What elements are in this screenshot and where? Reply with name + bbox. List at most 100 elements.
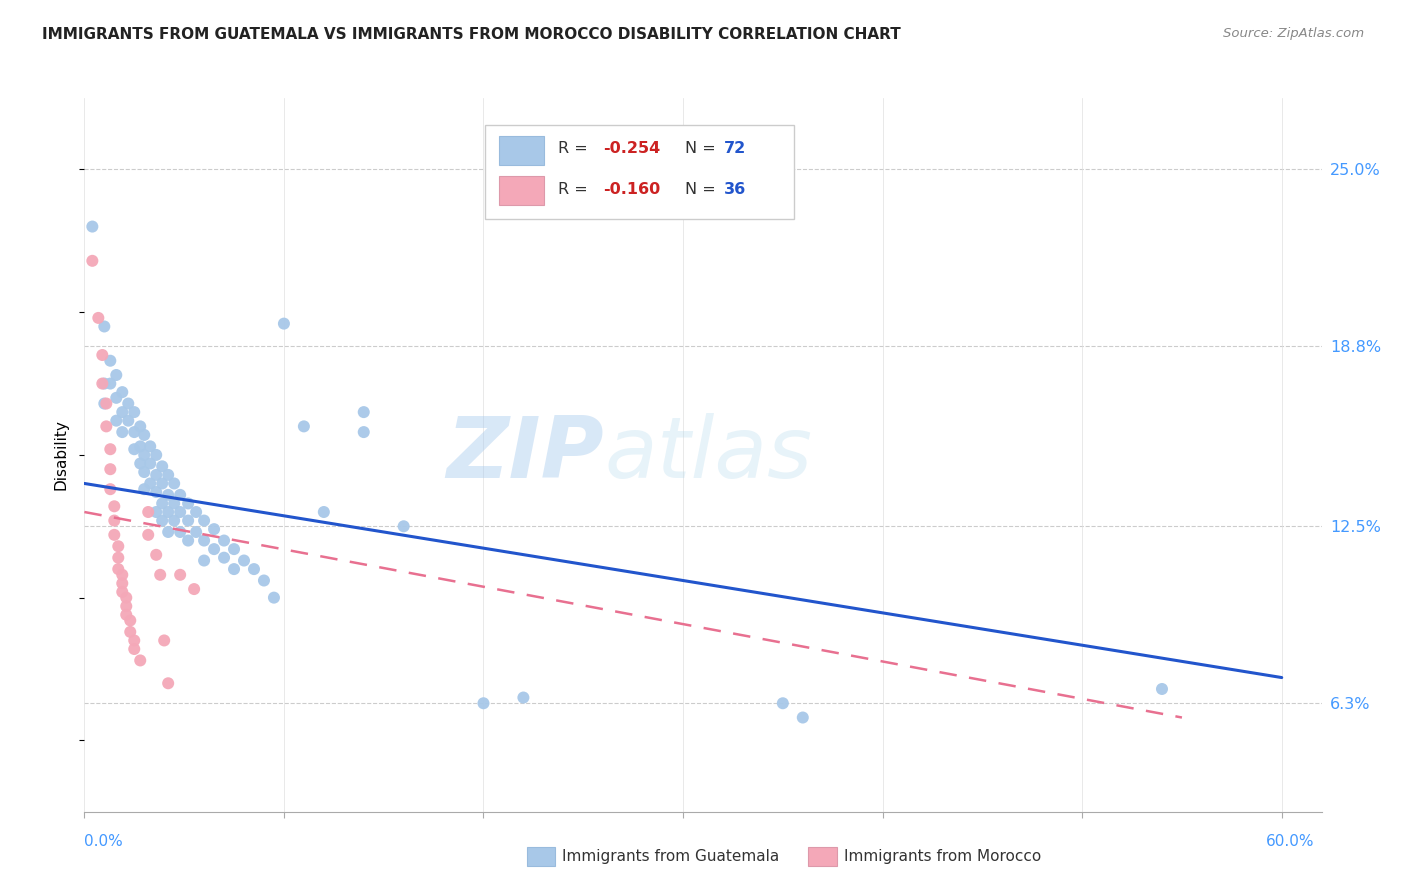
- Point: [122, 442, 145, 457]
- Point: [145, 448, 167, 462]
- Point: [111, 425, 134, 439]
- Point: [115, 599, 138, 614]
- Point: [91, 376, 114, 391]
- Text: -0.254: -0.254: [603, 142, 661, 156]
- Point: [150, 459, 173, 474]
- Point: [129, 439, 152, 453]
- Point: [98, 482, 121, 496]
- Point: [193, 533, 215, 548]
- Point: [111, 567, 134, 582]
- Point: [243, 562, 266, 576]
- Point: [96, 419, 118, 434]
- Text: Source: ZipAtlas.com: Source: ZipAtlas.com: [1223, 27, 1364, 40]
- Point: [193, 514, 215, 528]
- Point: [145, 505, 167, 519]
- Point: [98, 442, 121, 457]
- Point: [169, 524, 191, 539]
- Point: [122, 405, 145, 419]
- Point: [222, 542, 245, 557]
- Point: [134, 428, 156, 442]
- Point: [153, 633, 176, 648]
- Point: [136, 505, 159, 519]
- Text: -0.160: -0.160: [603, 183, 661, 197]
- Point: [163, 476, 186, 491]
- Point: [177, 514, 200, 528]
- Point: [103, 514, 125, 528]
- Point: [103, 500, 125, 514]
- Point: [120, 614, 142, 628]
- Text: 0.0%: 0.0%: [84, 834, 124, 849]
- Point: [212, 533, 235, 548]
- Point: [263, 591, 285, 605]
- Point: [96, 396, 118, 410]
- Point: [87, 310, 110, 325]
- Point: [169, 488, 191, 502]
- Point: [177, 496, 200, 510]
- Point: [134, 482, 156, 496]
- Point: [105, 414, 128, 428]
- Point: [93, 319, 115, 334]
- Point: [169, 505, 191, 519]
- Text: 36: 36: [724, 183, 747, 197]
- Text: N =: N =: [685, 183, 721, 197]
- Point: [184, 505, 207, 519]
- Point: [129, 419, 152, 434]
- Point: [233, 553, 256, 567]
- Point: [107, 562, 129, 576]
- Text: 60.0%: 60.0%: [1267, 834, 1315, 849]
- Point: [139, 476, 162, 491]
- Point: [222, 562, 245, 576]
- Point: [150, 476, 173, 491]
- Point: [292, 419, 315, 434]
- Point: [111, 405, 134, 419]
- Point: [122, 633, 145, 648]
- Point: [163, 514, 186, 528]
- Point: [115, 591, 138, 605]
- Point: [93, 376, 115, 391]
- Point: [177, 533, 200, 548]
- Point: [184, 524, 207, 539]
- Point: [103, 528, 125, 542]
- Point: [157, 676, 180, 690]
- Point: [122, 425, 145, 439]
- Point: [1150, 681, 1173, 696]
- Point: [136, 528, 159, 542]
- Text: Immigrants from Guatemala: Immigrants from Guatemala: [562, 849, 780, 863]
- Point: [111, 585, 134, 599]
- Point: [157, 488, 180, 502]
- Point: [193, 553, 215, 567]
- Point: [111, 576, 134, 591]
- Point: [105, 368, 128, 382]
- Text: IMMIGRANTS FROM GUATEMALA VS IMMIGRANTS FROM MOROCCO DISABILITY CORRELATION CHAR: IMMIGRANTS FROM GUATEMALA VS IMMIGRANTS …: [42, 27, 901, 42]
- Point: [792, 710, 814, 724]
- Point: [139, 457, 162, 471]
- Point: [145, 467, 167, 482]
- Text: 72: 72: [724, 142, 747, 156]
- Point: [117, 396, 139, 410]
- Point: [772, 696, 794, 710]
- Point: [98, 462, 121, 476]
- Point: [212, 550, 235, 565]
- Point: [98, 376, 121, 391]
- Point: [82, 219, 104, 234]
- Point: [98, 353, 121, 368]
- Point: [312, 505, 335, 519]
- Text: R =: R =: [558, 142, 593, 156]
- Point: [169, 567, 191, 582]
- Y-axis label: Disability: Disability: [53, 419, 69, 491]
- Point: [353, 425, 375, 439]
- Point: [129, 457, 152, 471]
- Point: [91, 348, 114, 362]
- Point: [253, 574, 276, 588]
- Point: [150, 496, 173, 510]
- Point: [472, 696, 495, 710]
- Point: [134, 448, 156, 462]
- Point: [134, 465, 156, 479]
- Point: [139, 439, 162, 453]
- Text: atlas: atlas: [605, 413, 813, 497]
- Point: [117, 414, 139, 428]
- Text: ZIP: ZIP: [446, 413, 605, 497]
- Point: [392, 519, 415, 533]
- Point: [163, 496, 186, 510]
- Point: [202, 522, 225, 536]
